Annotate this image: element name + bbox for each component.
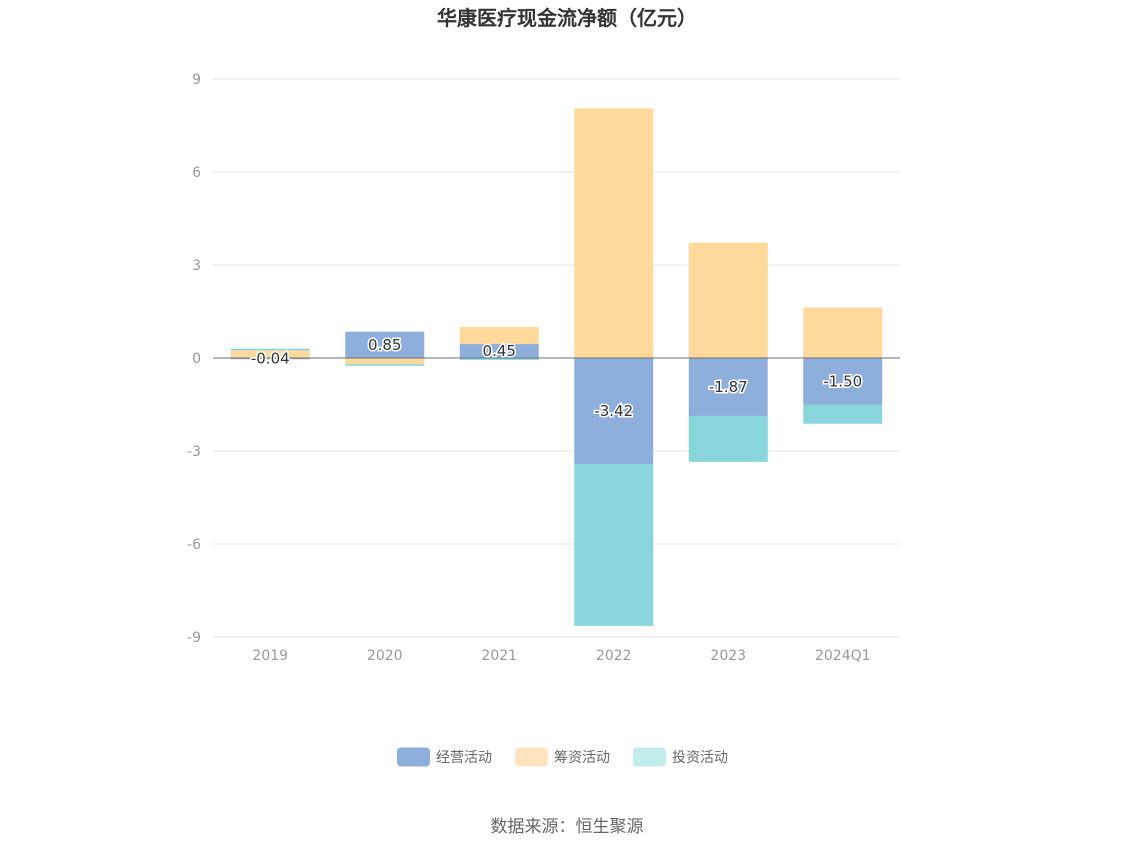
x-tick-label: 2024Q1 [815, 648, 871, 664]
y-tick-label: -6 [187, 537, 201, 553]
bar-investing [688, 415, 768, 462]
y-tick-label: -3 [187, 444, 201, 460]
data-label: 0.45 [483, 342, 516, 360]
y-tick-label: 9 [192, 72, 201, 88]
bar-investing [459, 358, 539, 360]
data-label: -0.04 [251, 350, 290, 368]
data-label: -1.87 [709, 378, 748, 396]
y-tick-label: 3 [192, 258, 201, 274]
bar-financing [230, 350, 310, 358]
data-label: -1.50 [823, 372, 862, 390]
legend-label: 筹资活动 [554, 749, 610, 766]
bar-operating [803, 358, 883, 405]
legend-swatch [633, 747, 666, 767]
legend-item[interactable]: 投资活动 [633, 747, 728, 767]
bar-operating [688, 358, 768, 416]
y-tick-label: 6 [192, 165, 201, 181]
bar-operating [574, 358, 654, 465]
bar-investing [574, 464, 654, 626]
bar-investing [803, 404, 883, 424]
bar-investing [230, 348, 310, 351]
chart-title: 华康医疗现金流净额（亿元） [437, 6, 697, 30]
legend-swatch [515, 747, 548, 767]
legend-swatch [397, 747, 430, 767]
x-axis: 2019 2020 2021 2022 2023 2024Q1 [252, 648, 870, 664]
bar-financing [345, 358, 425, 365]
x-tick-label: 2021 [481, 648, 517, 664]
source-note: 数据来源：恒生聚源 [490, 817, 644, 837]
bar-financing [574, 108, 654, 358]
data-labels: -0.04 0.85 0.45 -3.42 -1.87 -1.50 [249, 334, 863, 421]
bars [230, 108, 883, 626]
legend-label: 经营活动 [436, 750, 492, 766]
bar-operating [345, 331, 425, 358]
legend[interactable]: 经营活动 筹资活动 投资活动 [397, 747, 728, 767]
x-tick-label: 2019 [252, 648, 288, 664]
legend-item[interactable]: 筹资活动 [515, 747, 610, 767]
zero-line [213, 357, 900, 638]
x-tick-label: 2020 [367, 648, 403, 664]
bar-operating [459, 344, 539, 358]
bar-financing [688, 242, 768, 358]
legend-item[interactable]: 经营活动 [397, 747, 492, 767]
y-tick-label: -9 [187, 630, 201, 646]
bar-financing [803, 307, 883, 358]
bar-operating [230, 358, 310, 360]
x-tick-label: 2023 [710, 648, 746, 664]
y-tick-label: 0 [192, 351, 201, 367]
x-tick-label: 2022 [596, 648, 632, 664]
bar-investing [345, 364, 425, 366]
bar-financing [459, 327, 539, 345]
data-label: -3.42 [594, 402, 633, 420]
data-label: 0.85 [368, 336, 401, 354]
legend-label: 投资活动 [672, 750, 728, 766]
y-axis: 9 6 3 0 -3 -6 -9 [187, 72, 201, 646]
